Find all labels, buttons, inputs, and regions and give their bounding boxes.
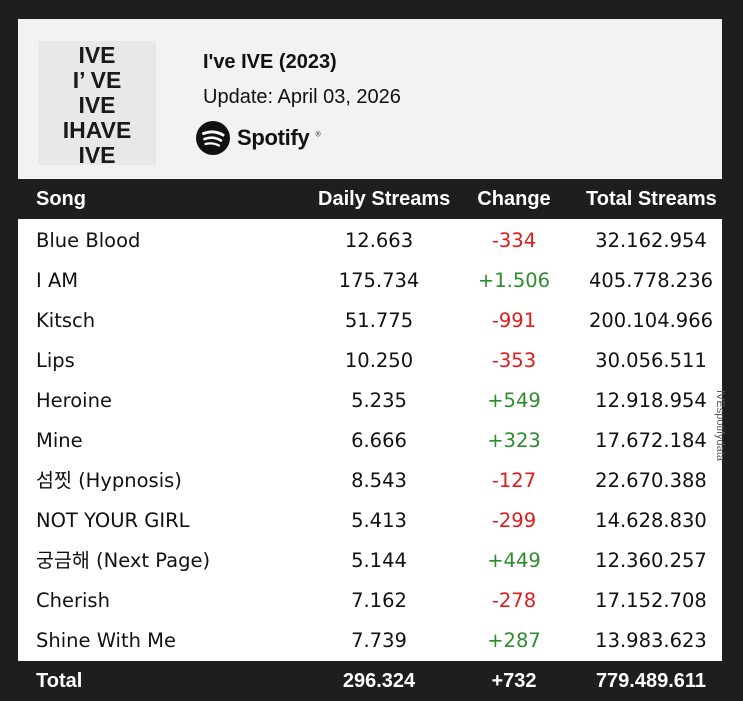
change-value: +449 bbox=[487, 549, 541, 572]
table-row: Kitsch 51.775 -991 200.104.966 bbox=[18, 301, 722, 341]
table-body: Blue Blood 12.663 -334 32.162.954 I AM 175.73… bbox=[18, 221, 722, 661]
total-streams-cell: 14.628.830 bbox=[595, 509, 707, 532]
album-cover: IVE I’ VE IVE IHAVE IVE bbox=[38, 41, 156, 165]
table-row: Cherish 7.162 -278 17.152.708 bbox=[18, 581, 722, 621]
table-row: Blue Blood 12.663 -334 32.162.954 bbox=[18, 221, 722, 261]
album-title: I've IVE (2023) bbox=[203, 51, 337, 73]
song-name: 섬찟 (Hypnosis) bbox=[36, 469, 182, 492]
change-value: -299 bbox=[491, 509, 537, 532]
total-streams-cell: 22.670.388 bbox=[595, 469, 707, 492]
change-value: -991 bbox=[491, 309, 537, 332]
col-song-header: Song bbox=[36, 188, 86, 210]
change-value: -353 bbox=[491, 349, 537, 372]
spotify-logo-icon bbox=[196, 121, 230, 155]
change-value: -334 bbox=[491, 229, 537, 252]
cover-line-4: IHAVE bbox=[63, 117, 132, 143]
col-change-header: Change bbox=[477, 188, 551, 210]
song-name: NOT YOUR GIRL bbox=[36, 509, 190, 532]
total-streams-cell: 13.983.623 bbox=[595, 629, 707, 652]
col-total-header: Total Streams bbox=[586, 188, 717, 210]
cover-line-3: IVE bbox=[78, 92, 115, 118]
total-streams-cell: 17.672.184 bbox=[595, 429, 707, 452]
song-name: Cherish bbox=[36, 589, 110, 612]
stats-card: IVE I’ VE IVE IHAVE IVE I've IVE (2023) … bbox=[18, 19, 722, 698]
change-value: +1.506 bbox=[477, 269, 551, 292]
total-daily: 296.324 bbox=[342, 670, 416, 692]
daily-streams: 7.162 bbox=[351, 589, 407, 612]
table-row: Lips 10.250 -353 30.056.511 bbox=[18, 341, 722, 381]
song-name: Mine bbox=[36, 429, 83, 452]
total-streams-cell: 12.360.257 bbox=[595, 549, 707, 572]
song-name: 궁금해 (Next Page) bbox=[36, 549, 211, 572]
change-value: -127 bbox=[491, 469, 537, 492]
col-daily-header: Daily Streams bbox=[318, 188, 451, 210]
daily-streams: 8.543 bbox=[351, 469, 407, 492]
table-row: Shine With Me 7.739 +287 13.983.623 bbox=[18, 621, 722, 661]
change-value: +323 bbox=[487, 429, 541, 452]
table-row: 섬찟 (Hypnosis) 8.543 -127 22.670.388 bbox=[18, 461, 722, 501]
cover-art: IVE I’ VE IVE IHAVE IVE bbox=[63, 42, 132, 165]
daily-streams: 175.734 bbox=[338, 269, 420, 292]
song-name: Heroine bbox=[36, 389, 112, 412]
table-row: Mine 6.666 +323 17.672.184 bbox=[18, 421, 722, 461]
table-footer: Total 296.324 +732 779.489.611 bbox=[18, 661, 722, 698]
total-change: +732 bbox=[491, 670, 537, 692]
table-row: I AM 175.734 +1.506 405.778.236 bbox=[18, 261, 722, 301]
change-value: +549 bbox=[487, 389, 541, 412]
change-value: -278 bbox=[491, 589, 537, 612]
song-name: Shine With Me bbox=[36, 629, 177, 652]
total-streams-cell: 200.104.966 bbox=[588, 309, 714, 332]
daily-streams: 5.413 bbox=[351, 509, 407, 532]
table-row: Heroine 5.235 +549 12.918.954 bbox=[18, 381, 722, 421]
daily-streams: 5.144 bbox=[351, 549, 407, 572]
daily-streams: 6.666 bbox=[351, 429, 407, 452]
cover-line-1: IVE bbox=[78, 42, 115, 68]
cover-line-2: I’ VE bbox=[73, 67, 122, 93]
cover-line-5: IVE bbox=[78, 142, 115, 165]
change-value: +287 bbox=[487, 629, 541, 652]
daily-streams: 7.739 bbox=[351, 629, 407, 652]
watermark: IVEspotifydata bbox=[714, 390, 726, 461]
total-streams-cell: 32.162.954 bbox=[595, 229, 707, 252]
daily-streams: 5.235 bbox=[351, 389, 407, 412]
total-label: Total bbox=[36, 670, 83, 692]
total-streams-cell: 17.152.708 bbox=[595, 589, 707, 612]
spotify-brand: Spotify ® bbox=[195, 120, 321, 156]
total-streams-cell: 30.056.511 bbox=[595, 349, 707, 372]
album-header: IVE I’ VE IVE IHAVE IVE I've IVE (2023) … bbox=[18, 19, 722, 179]
song-name: Lips bbox=[36, 349, 75, 372]
daily-streams: 10.250 bbox=[344, 349, 414, 372]
update-date: Update: April 03, 2026 bbox=[203, 86, 401, 108]
total-streams-cell: 12.918.954 bbox=[595, 389, 707, 412]
song-name: Kitsch bbox=[36, 309, 96, 332]
table-header: Song Daily Streams Change Total Streams bbox=[18, 179, 722, 219]
song-name: I AM bbox=[36, 269, 79, 292]
table-row: 궁금해 (Next Page) 5.144 +449 12.360.257 bbox=[18, 541, 722, 581]
table-row: NOT YOUR GIRL 5.413 -299 14.628.830 bbox=[18, 501, 722, 541]
spotify-wordmark: Spotify bbox=[237, 125, 310, 150]
total-streams-cell: 405.778.236 bbox=[588, 269, 714, 292]
daily-streams: 12.663 bbox=[344, 229, 414, 252]
total-streams: 779.489.611 bbox=[595, 670, 707, 692]
song-name: Blue Blood bbox=[36, 229, 141, 252]
daily-streams: 51.775 bbox=[344, 309, 414, 332]
